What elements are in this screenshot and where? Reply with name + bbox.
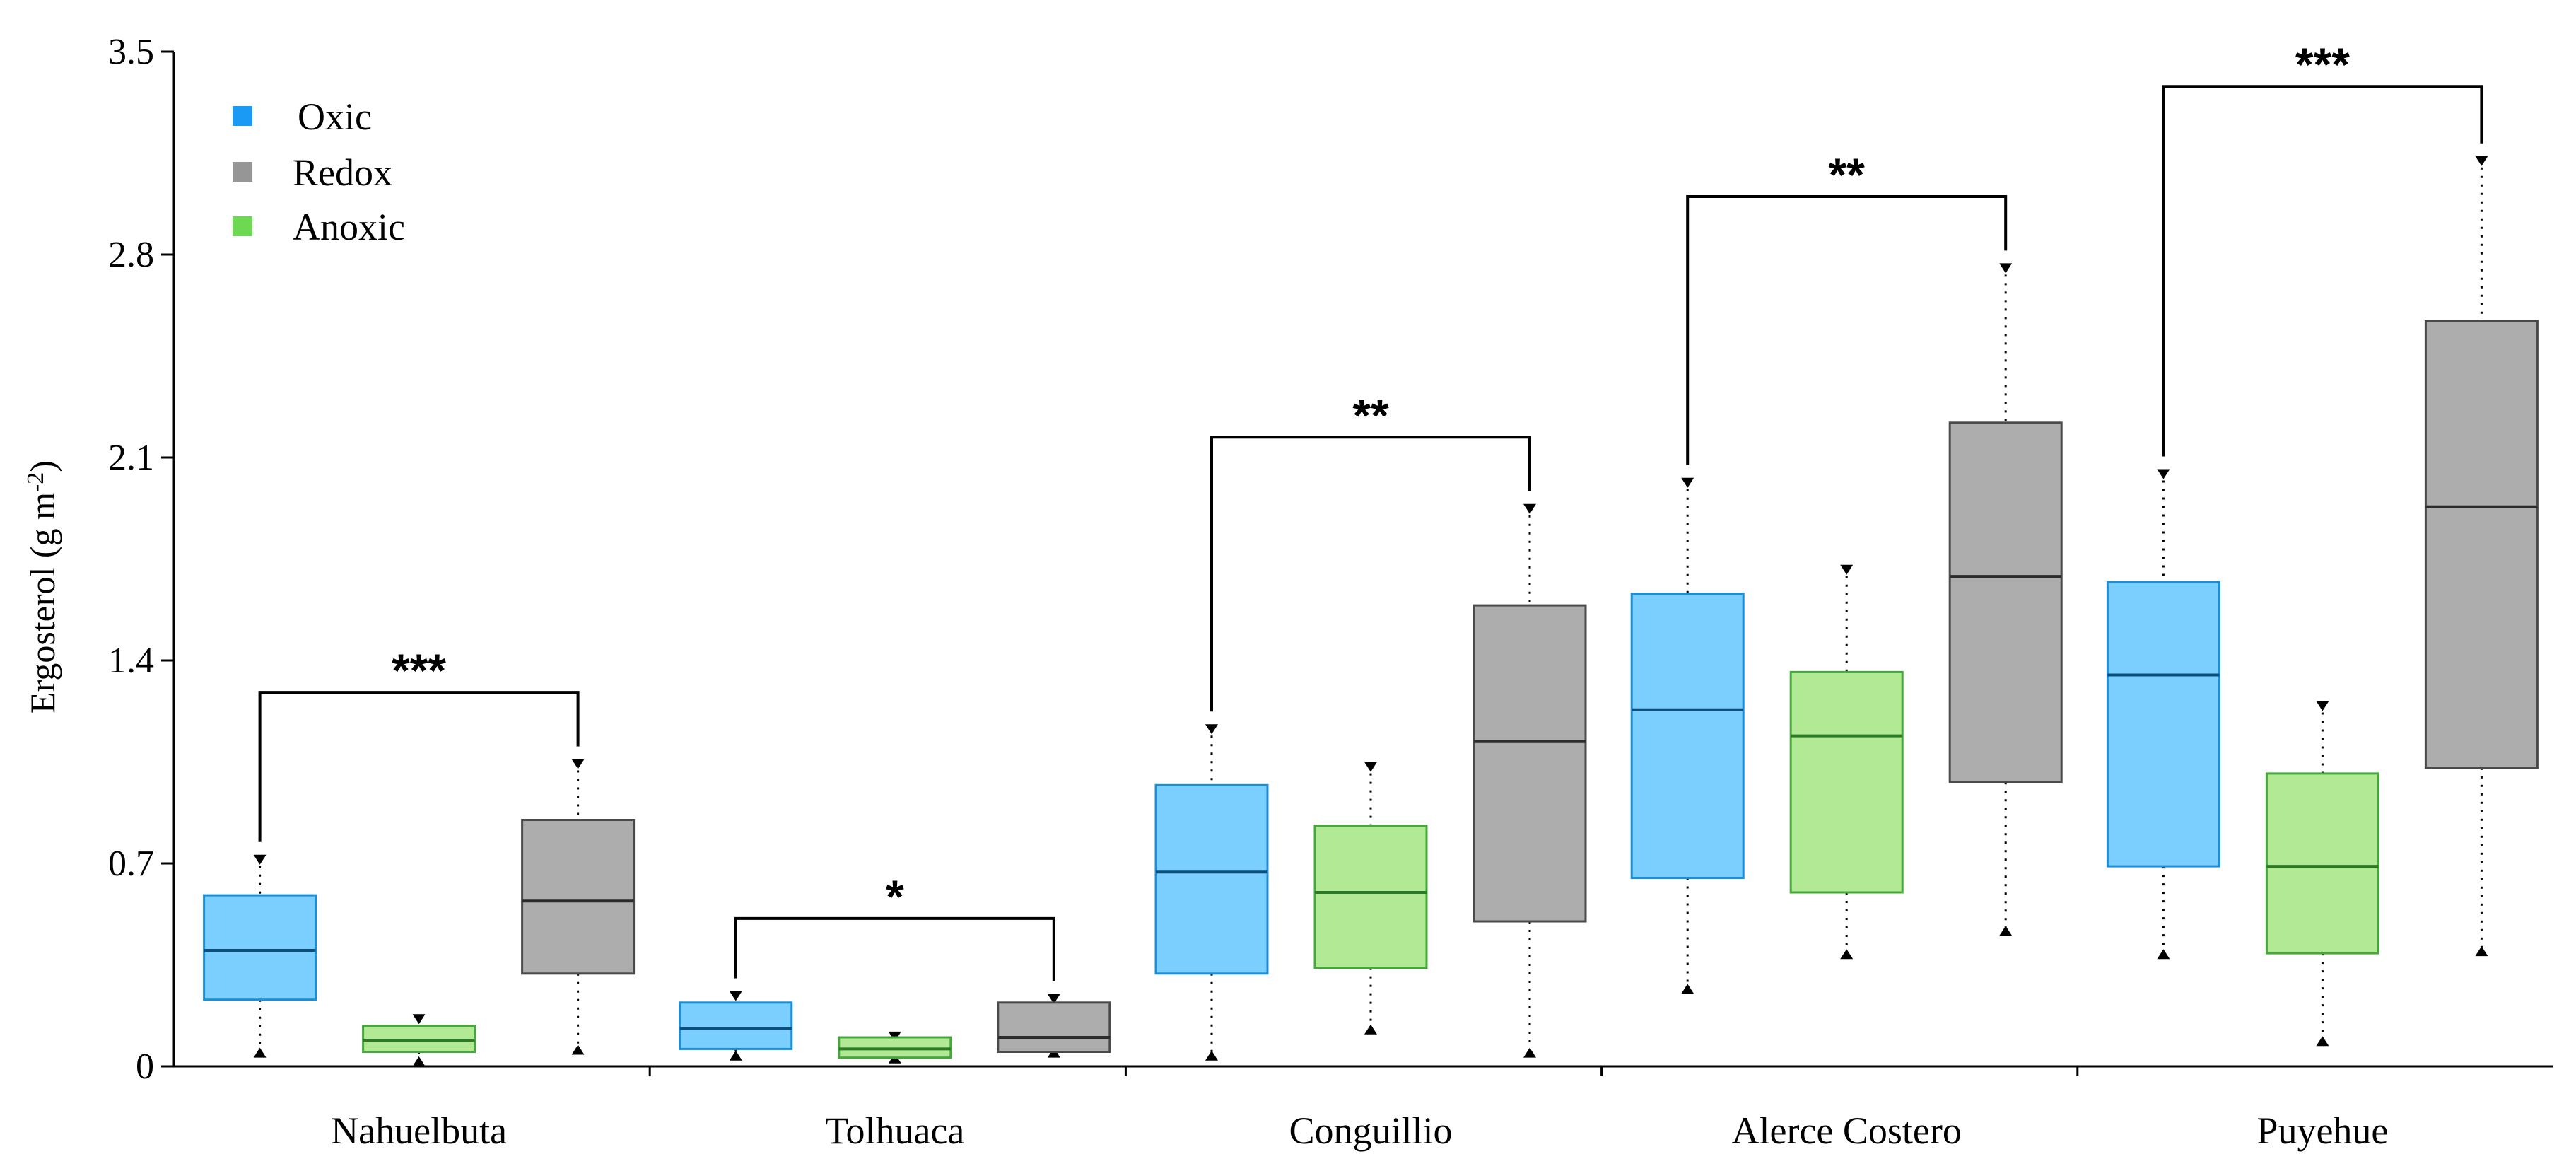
box-puyehue-redox — [2424, 320, 2539, 769]
whisker-cap-lower-puyehue-redox — [2475, 946, 2488, 957]
whisker-cap-upper-puyehue-oxic — [2157, 469, 2170, 479]
x-tick-label-tolhuaca: Tolhuaca — [825, 1109, 964, 1152]
box-nahuelbuta-oxic — [203, 894, 317, 1001]
box-alerce-costero-oxic — [1630, 593, 1745, 879]
whisker-cap-upper-nahuelbuta-anoxic — [412, 1014, 426, 1025]
whisker-cap-lower-puyehue-oxic — [2157, 949, 2170, 960]
x-tick-label-alerce-costero: Alerce Costero — [1732, 1109, 1962, 1152]
y-tick-label: 0 — [136, 1047, 154, 1087]
y-tick-label: 1.4 — [108, 641, 154, 681]
y-tick-label: 3.5 — [108, 32, 154, 72]
whisker-cap-lower-conguillio-oxic — [1205, 1050, 1218, 1061]
whisker-cap-upper-puyehue-anoxic — [2316, 701, 2329, 711]
legend-label-oxic: Oxic — [298, 95, 372, 138]
whisker-cap-lower-nahuelbuta-anoxic — [412, 1056, 426, 1066]
whisker-cap-upper-nahuelbuta-oxic — [253, 854, 267, 865]
box-conguillio-anoxic — [1313, 825, 1428, 969]
whisker-cap-lower-nahuelbuta-oxic — [253, 1047, 267, 1058]
whisker-cap-lower-alerce-costero-anoxic — [1840, 949, 1854, 960]
whisker-cap-upper-alerce-costero-anoxic — [1840, 564, 1854, 575]
box-conguillio-oxic — [1154, 783, 1269, 975]
significance-label-conguillio: ** — [1352, 389, 1389, 441]
whisker-cap-lower-alerce-costero-oxic — [1681, 984, 1694, 994]
y-axis-label-main: Ergosterol (g m — [23, 492, 62, 713]
y-axis-label-close: ) — [23, 460, 62, 472]
significance-bracket-alerce-costero — [1686, 195, 2008, 465]
box-alerce-costero-redox — [1948, 421, 2063, 783]
whisker-cap-lower-tolhuaca-oxic — [729, 1050, 742, 1061]
whisker-cap-upper-conguillio-oxic — [1205, 724, 1218, 735]
whisker-cap-lower-conguillio-anoxic — [1364, 1024, 1377, 1035]
box-tolhuaca-redox — [997, 1001, 1111, 1054]
legend-swatch-oxic — [233, 106, 252, 126]
whisker-cap-lower-puyehue-anoxic — [2316, 1036, 2329, 1047]
box-conguillio-redox — [1473, 604, 1587, 923]
y-tick-label: 2.1 — [108, 438, 154, 478]
whisker-cap-upper-tolhuaca-oxic — [729, 991, 742, 1001]
legend-label-redox: Redox — [293, 151, 392, 194]
box-nahuelbuta-redox — [521, 819, 636, 975]
significance-label-puyehue: *** — [2295, 38, 2350, 91]
box-tolhuaca-anoxic — [838, 1036, 952, 1059]
plot-area: 0 0.7 1.4 2.1 2.8 3.5 Nahuelbuta *** Tolhuaca * Co… — [108, 32, 2553, 1152]
legend-swatch-redox — [233, 162, 252, 182]
whisker-cap-lower-conguillio-redox — [1523, 1047, 1536, 1058]
box-nahuelbuta-anoxic — [362, 1025, 476, 1053]
box-puyehue-oxic — [2106, 581, 2220, 868]
significance-bracket-nahuelbuta — [258, 691, 580, 842]
x-tick-label-conguillio: Conguillio — [1289, 1109, 1452, 1152]
whisker-cap-lower-alerce-costero-redox — [1999, 926, 2013, 936]
x-tick-label-nahuelbuta: Nahuelbuta — [331, 1109, 507, 1152]
significance-label-tolhuaca: * — [886, 870, 904, 923]
significance-label-nahuelbuta: *** — [392, 644, 446, 697]
legend-swatch-anoxic — [233, 216, 252, 236]
whisker-cap-upper-puyehue-redox — [2475, 156, 2488, 166]
y-tick-label: 2.8 — [108, 235, 154, 275]
whisker-cap-lower-nahuelbuta-redox — [571, 1044, 585, 1055]
significance-label-alerce-costero: ** — [1829, 148, 1866, 201]
legend-label-anoxic: Anoxic — [293, 206, 405, 248]
whisker-cap-upper-nahuelbuta-redox — [571, 759, 585, 769]
box-tolhuaca-oxic — [679, 1001, 793, 1050]
whisker-cap-upper-conguillio-redox — [1523, 503, 1536, 514]
whisker-cap-upper-tolhuaca-redox — [1047, 994, 1060, 1004]
y-tick-label: 0.7 — [108, 844, 154, 884]
y-axis-label-superscript: -2 — [23, 472, 49, 492]
significance-bracket-puyehue — [2162, 85, 2483, 457]
y-axis-label: Ergosterol (g m-2) — [23, 460, 62, 713]
whisker-cap-upper-conguillio-anoxic — [1364, 762, 1377, 772]
whisker-cap-upper-alerce-costero-oxic — [1681, 477, 1694, 488]
x-tick-label-puyehue: Puyehue — [2256, 1109, 2388, 1152]
significance-bracket-tolhuaca — [734, 916, 1055, 981]
significance-bracket-conguillio — [1210, 436, 1531, 712]
legend: Oxic Redox Anoxic — [233, 95, 405, 248]
whisker-cap-upper-alerce-costero-redox — [1999, 263, 2013, 274]
box-puyehue-anoxic — [2265, 772, 2379, 955]
box-alerce-costero-anoxic — [1789, 670, 1904, 894]
